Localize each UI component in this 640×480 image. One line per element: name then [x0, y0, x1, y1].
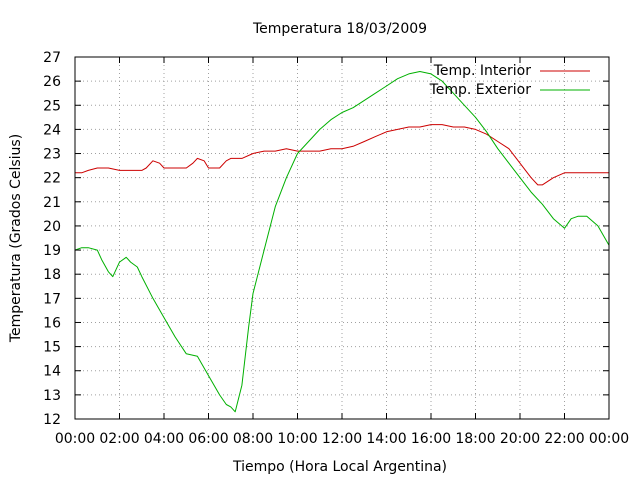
- chart-title: Temperatura 18/03/2009: [252, 21, 427, 37]
- y-tick-label: 24: [43, 122, 61, 138]
- y-tick-label: 20: [43, 219, 61, 235]
- y-tick-label: 23: [43, 147, 61, 163]
- y-tick-label: 27: [43, 50, 61, 66]
- series-line-exterior: [74, 71, 610, 413]
- x-tick-label: 10:00: [277, 431, 317, 447]
- series-lines: [74, 71, 610, 413]
- y-tick-label: 26: [43, 74, 61, 90]
- grid-lines: [75, 57, 609, 419]
- y-tick-label: 22: [43, 171, 61, 187]
- y-tick-label: 16: [43, 315, 61, 331]
- y-tick-label: 17: [43, 291, 61, 307]
- x-tick-label: 04:00: [144, 431, 184, 447]
- y-tick-label: 19: [43, 243, 61, 259]
- x-tick-label: 22:00: [544, 431, 584, 447]
- x-tick-label: 08:00: [233, 431, 273, 447]
- x-tick-label: 16:00: [411, 431, 451, 447]
- x-tick-label: 00:00: [589, 431, 629, 447]
- x-tick-label: 00:00: [55, 431, 95, 447]
- legend-label-exterior: Temp. Exterior: [429, 82, 532, 98]
- x-tick-label: 12:00: [322, 431, 362, 447]
- x-tick-label: 14:00: [366, 431, 406, 447]
- legend: Temp. Interior Temp. Exterior: [429, 63, 590, 98]
- x-tick-label: 06:00: [188, 431, 228, 447]
- y-tick-label: 12: [43, 412, 61, 428]
- y-tick-label: 15: [43, 340, 61, 356]
- y-tick-label: 25: [43, 98, 61, 114]
- y-tick-label: 13: [43, 388, 61, 404]
- y-tick-label: 21: [43, 195, 61, 211]
- y-tick-label: 18: [43, 267, 61, 283]
- series-line-interior: [75, 124, 609, 186]
- x-tick-label: 18:00: [455, 431, 495, 447]
- y-tick-label: 14: [43, 364, 61, 380]
- legend-label-interior: Temp. Interior: [433, 63, 532, 79]
- axis-ticks: [74, 56, 610, 420]
- x-tick-label: 02:00: [99, 431, 139, 447]
- y-axis-label: Temperatura (Grados Celsius): [8, 134, 24, 343]
- x-axis-label: Tiempo (Hora Local Argentina): [232, 459, 447, 475]
- x-tick-label: 20:00: [500, 431, 540, 447]
